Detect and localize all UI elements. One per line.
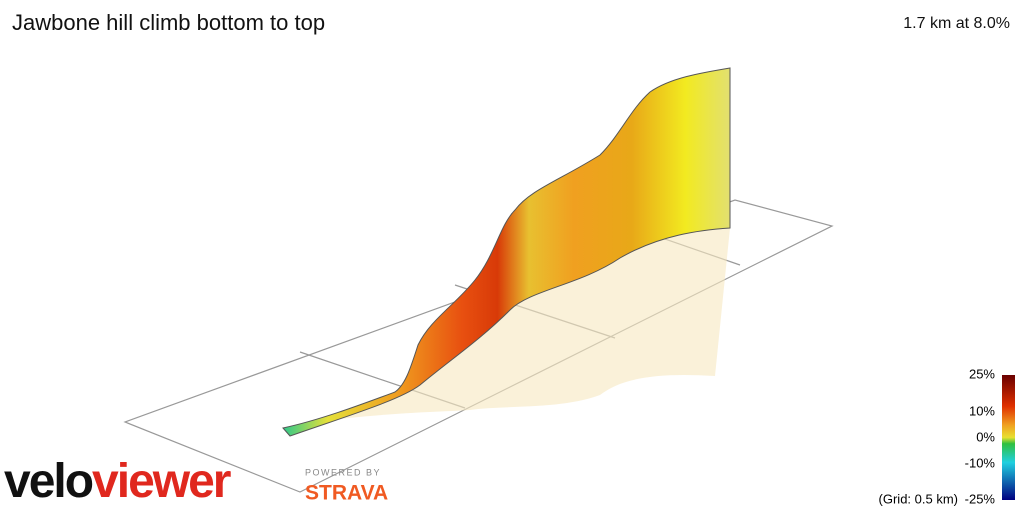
- color-bar: [1002, 375, 1015, 500]
- profile-shadow: [290, 228, 730, 436]
- grid-note: (Grid: 0.5 km): [879, 491, 958, 506]
- legend-label: -25%: [965, 491, 996, 506]
- logo-velo: velo: [4, 455, 93, 508]
- legend-label: 10%: [969, 403, 995, 418]
- legend-label: 0%: [976, 429, 995, 444]
- legend-label: -10%: [965, 455, 996, 470]
- logo-viewer: viewer: [92, 455, 231, 508]
- profile-wall: [282, 67, 731, 437]
- title: Jawbone hill climb bottom to top: [12, 10, 325, 35]
- powered-by: POWERED BY: [305, 467, 381, 477]
- logo: veloviewer: [4, 455, 231, 508]
- legend-label: 25%: [969, 366, 995, 381]
- strava-logo: STRAVA: [305, 482, 388, 505]
- stats: 1.7 km at 8.0%: [903, 15, 1010, 32]
